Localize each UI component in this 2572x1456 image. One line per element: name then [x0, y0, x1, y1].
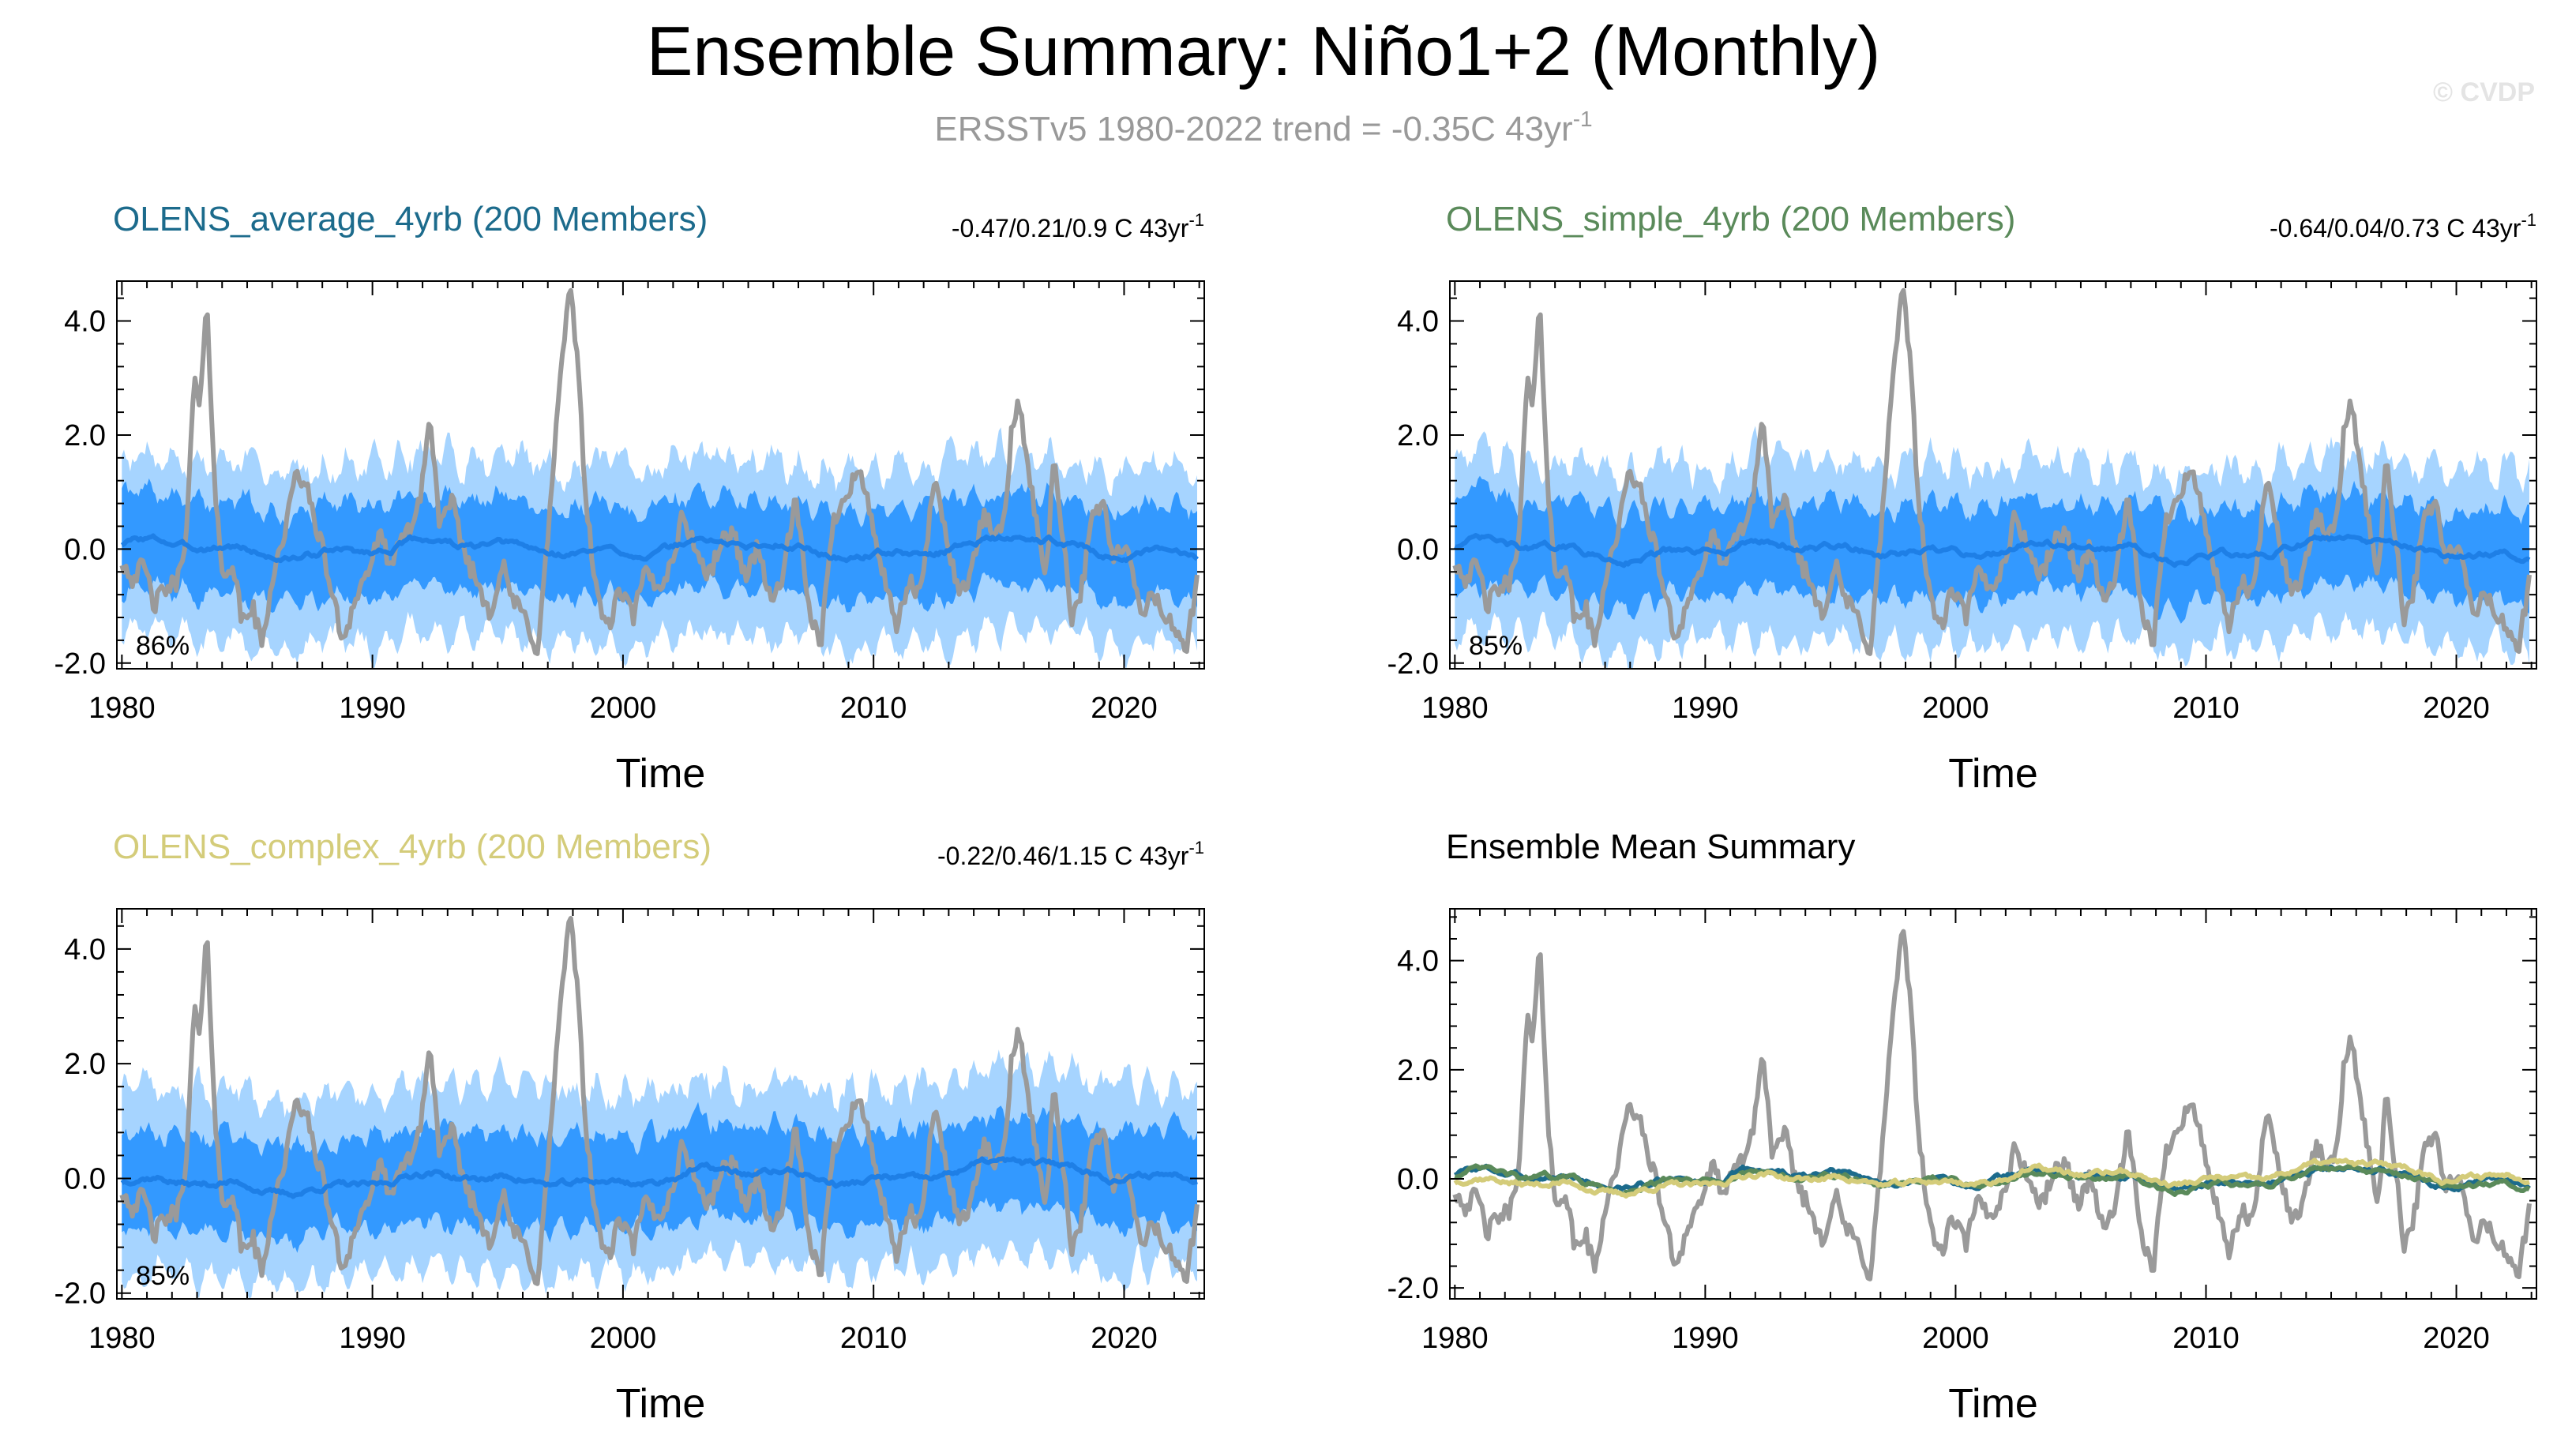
trend-sup: -1: [1188, 210, 1204, 230]
panel-summary: 1980 1990 2000 2010 2020 -2.0 0.0 2.0 4.0 Time Ens…: [1387, 827, 2537, 1427]
x-axis-label: Time: [1948, 751, 2038, 797]
trend-text: -0.47/0.21/0.9 C 43yr-1: [952, 210, 1204, 242]
x-tick-label: 2010: [840, 1322, 907, 1355]
x-tick-label: 1980: [88, 1322, 156, 1355]
panel-title: OLENS_average_4yrb (200 Members): [113, 200, 708, 238]
x-axis-label: Time: [616, 1381, 706, 1427]
y-tick-label: 0.0: [64, 533, 106, 566]
x-tick-label: 2010: [2172, 692, 2240, 725]
percent-label: 86%: [136, 631, 190, 661]
y-tick-label: -2.0: [1387, 1272, 1439, 1305]
ens-mean-line-complex: [120, 1156, 1198, 1199]
x-tick-label: 1990: [1672, 692, 1739, 725]
x-tick-label: 2010: [2172, 1322, 2240, 1355]
ens-mean-line-average: [120, 533, 1200, 564]
plot-frame-complex: [116, 908, 1205, 1300]
trend-value: -0.64/0.04/0.73 C 43yr: [2270, 214, 2521, 242]
trend-value: -0.22/0.46/1.15 C 43yr: [937, 842, 1189, 870]
x-tick-label: 2020: [1091, 1322, 1158, 1355]
panel-title: OLENS_simple_4yrb (200 Members): [1446, 200, 2015, 238]
obs-line-summary: [1452, 929, 2532, 1282]
main-title: Ensemble Summary: Niño1+2 (Monthly): [647, 12, 1881, 90]
y-tick-label: 0.0: [1397, 533, 1439, 566]
watermark: © CVDP: [2433, 77, 2535, 107]
y-tick-label: 0.0: [1397, 1163, 1439, 1196]
trend-text: -0.64/0.04/0.73 C 43yr-1: [2270, 210, 2536, 242]
plot-area-complex: [119, 915, 1200, 1299]
main-subtitle-sup: -1: [1573, 107, 1593, 131]
obs-line-simple: [1452, 287, 2532, 656]
y-tick-label: 4.0: [64, 306, 106, 339]
x-tick-label: 1990: [339, 1322, 406, 1355]
y-tick-label: 2.0: [1397, 1054, 1439, 1087]
y-tick-label: -2.0: [54, 1278, 106, 1311]
y-tick-label: 4.0: [64, 933, 106, 966]
trend-text: -0.22/0.46/1.15 C 43yr-1: [937, 838, 1204, 870]
trend-value: -0.47/0.21/0.9 C 43yr: [952, 214, 1189, 242]
obs-line-average: [119, 287, 1200, 656]
x-tick-label: 1990: [1672, 1322, 1739, 1355]
y-tick-label: 2.0: [64, 1048, 106, 1081]
obs-line-complex: [119, 915, 1200, 1286]
x-tick-label: 2010: [840, 692, 907, 725]
trend-sup: -1: [2521, 210, 2536, 230]
x-tick-label: 1990: [339, 692, 406, 725]
percent-label: 85%: [136, 1261, 190, 1291]
y-tick-label: -2.0: [54, 647, 106, 681]
panel-simple: 1980 1990 2000 2010 2020 -2.0 0.0 2.0 4.0 Time OLE…: [1387, 200, 2537, 797]
plot-frame-simple: [1449, 280, 2537, 670]
plot-area-average: [119, 287, 1200, 669]
x-tick-label: 1980: [88, 692, 156, 725]
x-tick-label: 2000: [590, 692, 657, 725]
x-tick-label: 2000: [1922, 692, 1989, 725]
y-tick-label: 4.0: [1397, 945, 1439, 978]
panel-average: 1980 1990 2000 2010 2020 -2.0 0.0 2.0 4.0 Time OLE…: [54, 200, 1205, 797]
x-tick-label: 2020: [2423, 692, 2490, 725]
x-tick-label: 1980: [1421, 1322, 1489, 1355]
panel-complex: 1980 1990 2000 2010 2020 -2.0 0.0 2.0 4.0 Time OLE…: [54, 827, 1205, 1427]
x-tick-label: 2000: [1922, 1322, 1989, 1355]
y-tick-label: 4.0: [1397, 306, 1439, 339]
x-tick-label: 2020: [2423, 1322, 2490, 1355]
panel-title: Ensemble Mean Summary: [1446, 827, 1855, 866]
x-tick-label: 2000: [590, 1322, 657, 1355]
mean-line-complex_mean: [1453, 1158, 2530, 1199]
x-axis-label: Time: [616, 751, 706, 797]
panel-title: OLENS_complex_4yrb (200 Members): [113, 827, 712, 866]
trend-sup: -1: [1188, 838, 1204, 857]
panels-group: 1980 1990 2000 2010 2020 -2.0 0.0 2.0 4.0 Time OLE…: [54, 200, 2537, 1427]
y-tick-label: 2.0: [64, 419, 106, 452]
plot-area-simple: [1452, 287, 2532, 669]
main-subtitle-text: ERSSTv5 1980-2022 trend = -0.35C 43yr: [934, 110, 1572, 148]
x-tick-label: 1980: [1421, 692, 1489, 725]
y-tick-label: 2.0: [1397, 419, 1439, 452]
ens-mean-line-simple: [1454, 533, 2531, 569]
percent-label: 85%: [1469, 631, 1523, 661]
plot-frame-average: [116, 280, 1205, 670]
main-subtitle: ERSSTv5 1980-2022 trend = -0.35C 43yr-1: [934, 107, 1592, 148]
y-tick-label: 0.0: [64, 1162, 106, 1195]
y-tick-label: -2.0: [1387, 647, 1439, 681]
x-tick-label: 2020: [1091, 692, 1158, 725]
plot-frame-summary: [1449, 908, 2537, 1300]
plot-area-summary: [1452, 929, 2532, 1282]
x-axis-label: Time: [1948, 1381, 2038, 1427]
